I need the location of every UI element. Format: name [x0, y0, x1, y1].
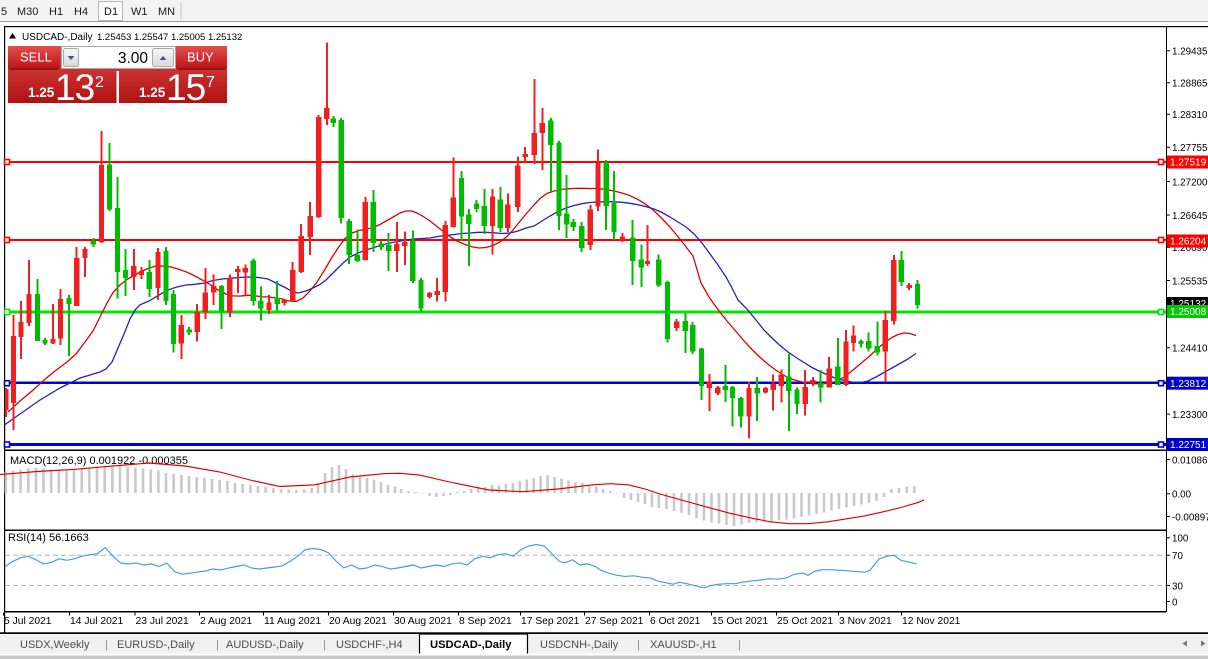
svg-text:RSI(14) 56.1663: RSI(14) 56.1663 — [8, 532, 89, 544]
svg-text:1.25535: 1.25535 — [1172, 276, 1208, 287]
svg-text:|: | — [105, 639, 108, 651]
svg-text:|: | — [738, 639, 741, 651]
svg-text:|: | — [637, 639, 640, 651]
svg-text:2 Aug 2021: 2 Aug 2021 — [200, 616, 252, 627]
svg-text:USDX,Weekly: USDX,Weekly — [20, 639, 90, 651]
svg-text:|: | — [216, 639, 219, 651]
svg-text:EURUSD-,Daily: EURUSD-,Daily — [117, 639, 195, 651]
svg-text:-0.008974: -0.008974 — [1172, 512, 1208, 523]
svg-text:1.23300: 1.23300 — [1172, 410, 1208, 421]
svg-text:D1: D1 — [104, 6, 118, 18]
svg-text:USDCAD-,Daily: USDCAD-,Daily — [22, 32, 93, 43]
svg-text:USDCHF-,H4: USDCHF-,H4 — [336, 639, 403, 651]
svg-text:0: 0 — [1172, 597, 1178, 608]
svg-text:13: 13 — [55, 67, 94, 108]
svg-text:3.00: 3.00 — [118, 50, 149, 67]
svg-text:1.28310: 1.28310 — [1172, 110, 1208, 121]
svg-text:27 Sep 2021: 27 Sep 2021 — [585, 616, 644, 627]
svg-text:30 Aug 2021: 30 Aug 2021 — [394, 616, 452, 627]
svg-text:15 Oct 2021: 15 Oct 2021 — [712, 616, 768, 627]
svg-text:1.25: 1.25 — [139, 85, 166, 100]
svg-text:8 Sep 2021: 8 Sep 2021 — [459, 616, 512, 627]
svg-text:1.22751: 1.22751 — [1170, 440, 1207, 451]
svg-text:1.25453 1.25547 1.25005 1.2513: 1.25453 1.25547 1.25005 1.25132 — [97, 32, 242, 43]
svg-text:30: 30 — [1172, 581, 1183, 592]
svg-text:AUDUSD-,Daily: AUDUSD-,Daily — [226, 639, 304, 651]
svg-text:1.27755: 1.27755 — [1172, 143, 1208, 154]
svg-text:MN: MN — [158, 6, 175, 18]
svg-text:5: 5 — [1, 6, 7, 18]
svg-text:12 Nov 2021: 12 Nov 2021 — [902, 616, 961, 627]
svg-text:11 Aug 2021: 11 Aug 2021 — [264, 616, 321, 627]
svg-text:25 Oct 2021: 25 Oct 2021 — [777, 616, 833, 627]
svg-text:M30: M30 — [17, 6, 38, 18]
svg-text:1.23812: 1.23812 — [1170, 379, 1207, 390]
svg-text:1.26645: 1.26645 — [1172, 211, 1208, 222]
svg-text:1.29435: 1.29435 — [1172, 47, 1208, 58]
svg-text:70: 70 — [1172, 551, 1183, 562]
svg-text:1.26090: 1.26090 — [1172, 243, 1208, 254]
svg-text:15: 15 — [166, 67, 206, 108]
svg-text:BUY: BUY — [187, 50, 214, 65]
svg-text:0.00: 0.00 — [1172, 490, 1192, 501]
svg-text:|: | — [323, 639, 326, 651]
svg-text:1.24410: 1.24410 — [1172, 344, 1208, 355]
svg-text:2: 2 — [95, 74, 104, 91]
svg-text:100: 100 — [1172, 534, 1189, 545]
svg-text:3 Nov 2021: 3 Nov 2021 — [839, 616, 892, 627]
svg-text:H4: H4 — [74, 6, 88, 18]
svg-text:7: 7 — [206, 74, 215, 91]
svg-text:SELL: SELL — [20, 50, 52, 65]
svg-text:1.28865: 1.28865 — [1172, 79, 1208, 90]
svg-text:1.25008: 1.25008 — [1170, 307, 1207, 318]
svg-text:MACD(12,26,9) 0.001922 -0.0003: MACD(12,26,9) 0.001922 -0.000355 — [10, 455, 188, 467]
svg-text:1.27519: 1.27519 — [1170, 158, 1207, 169]
svg-text:20 Aug 2021: 20 Aug 2021 — [329, 616, 387, 627]
svg-text:1.27200: 1.27200 — [1172, 177, 1208, 188]
svg-text:H1: H1 — [49, 6, 63, 18]
svg-text:14 Jul 2021: 14 Jul 2021 — [70, 616, 124, 627]
svg-text:1.25: 1.25 — [28, 85, 55, 100]
svg-text:17 Sep 2021: 17 Sep 2021 — [521, 616, 580, 627]
svg-text:0.010869: 0.010869 — [1172, 455, 1208, 466]
svg-text:6 Oct 2021: 6 Oct 2021 — [650, 616, 701, 627]
svg-text:USDCNH-,Daily: USDCNH-,Daily — [540, 639, 619, 651]
svg-text:1.26204: 1.26204 — [1170, 237, 1207, 248]
svg-text:USDCAD-,Daily: USDCAD-,Daily — [430, 639, 512, 651]
svg-text:5 Jul 2021: 5 Jul 2021 — [4, 616, 52, 627]
svg-text:W1: W1 — [131, 6, 148, 18]
svg-text:1.25132: 1.25132 — [1170, 299, 1207, 310]
svg-text:23 Jul 2021: 23 Jul 2021 — [136, 616, 190, 627]
svg-text:XAUUSD-,H1: XAUUSD-,H1 — [650, 639, 717, 651]
